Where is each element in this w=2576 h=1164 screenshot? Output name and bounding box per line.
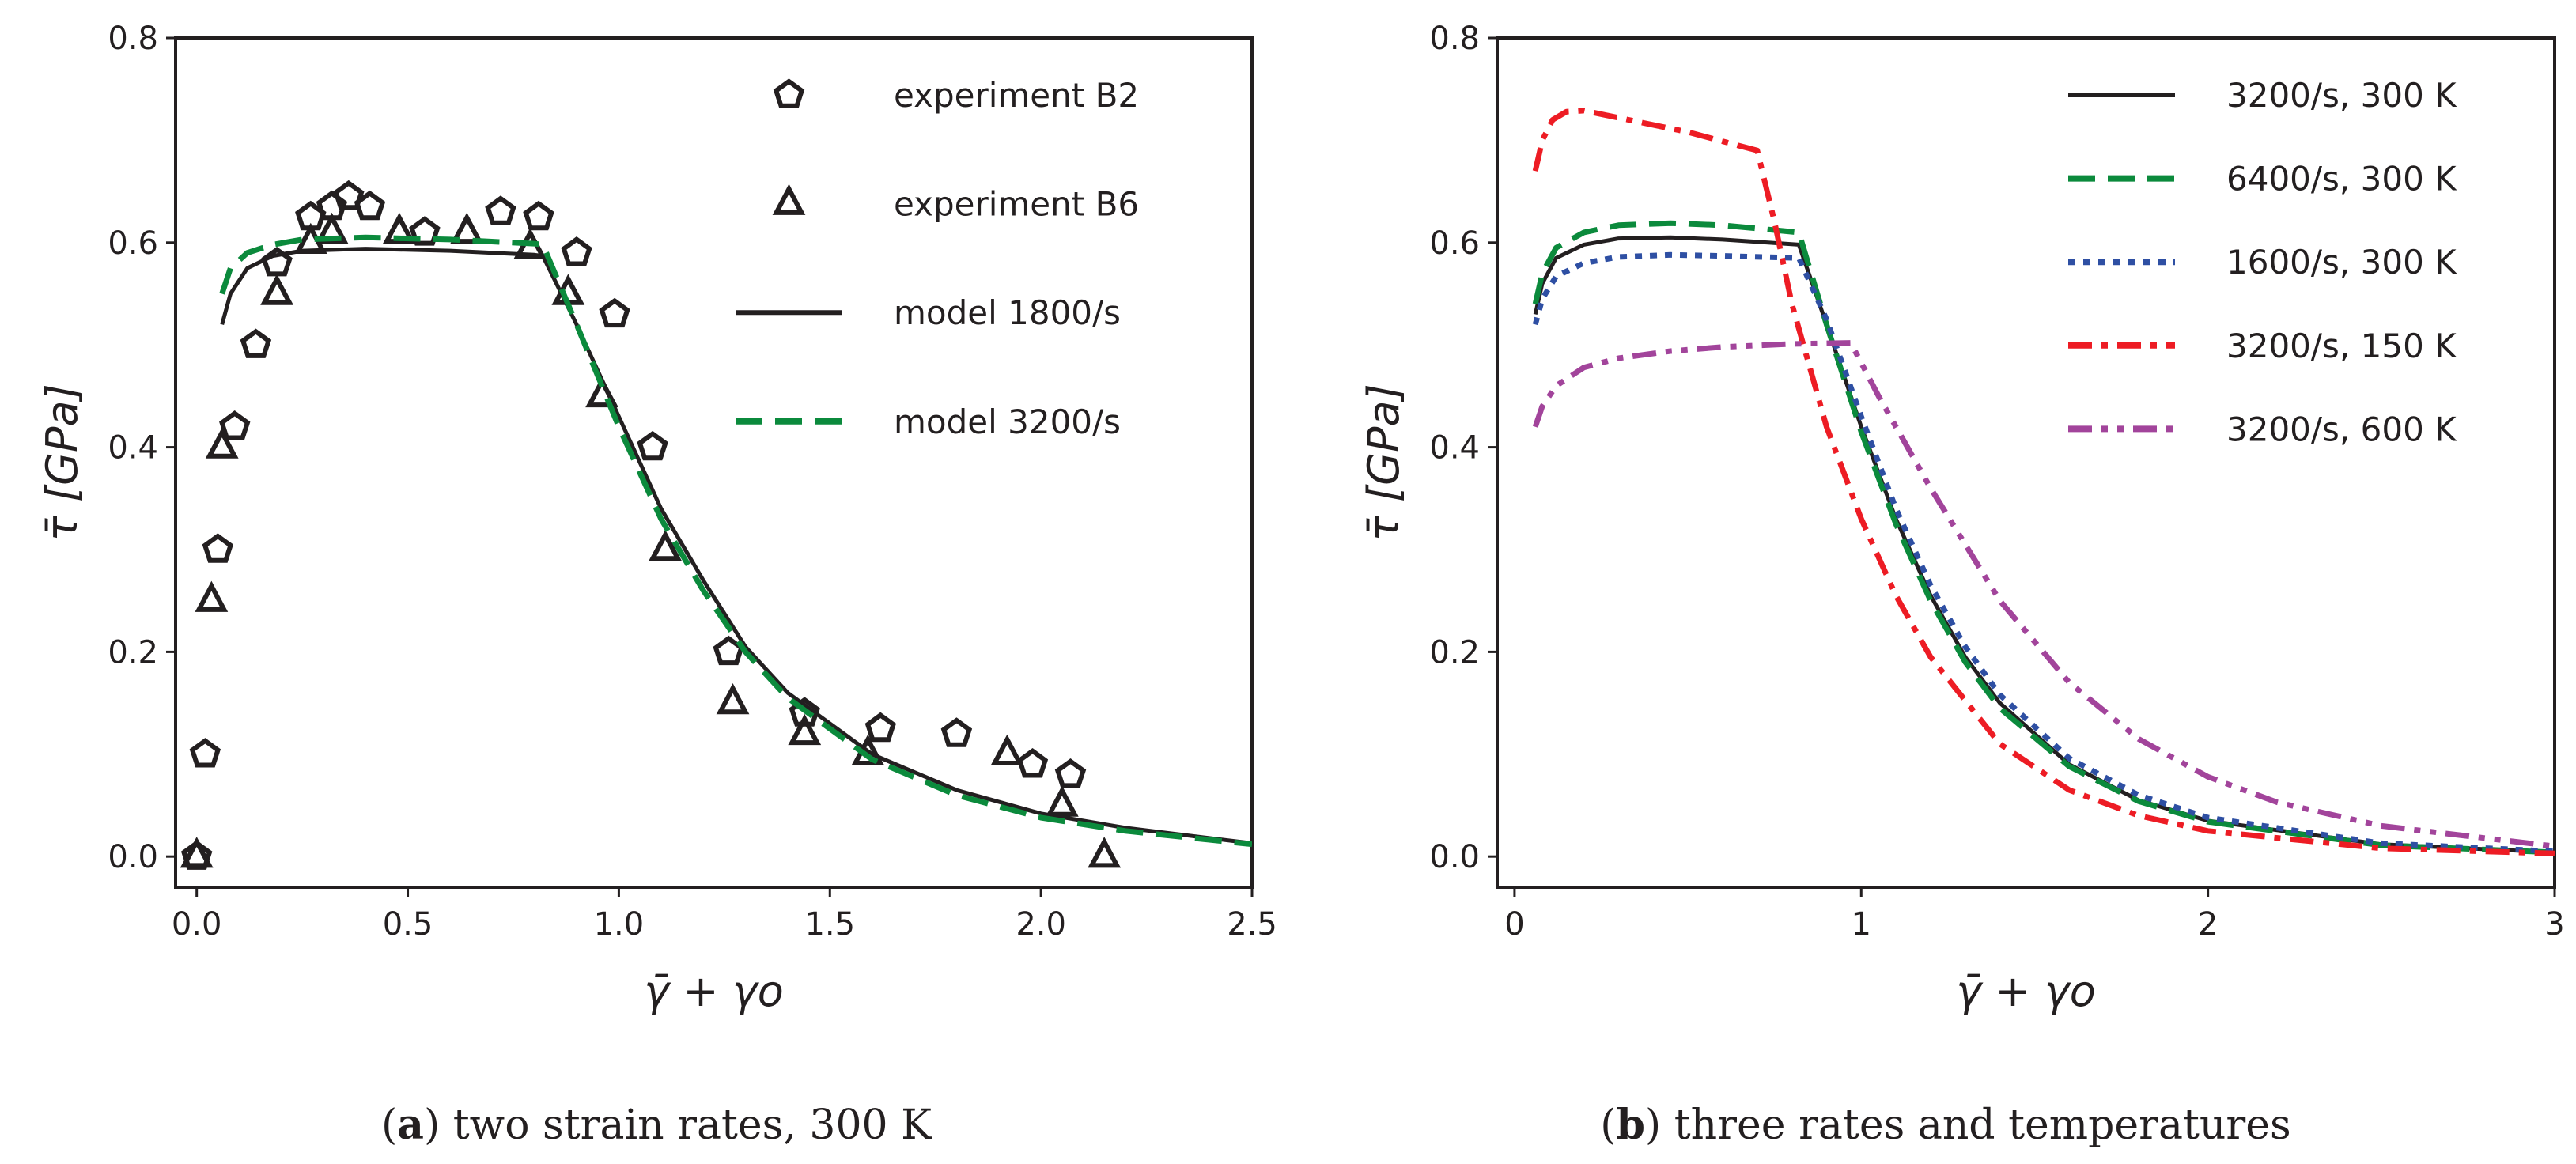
- data-point-pentagon: [940, 717, 973, 747]
- caption-text: two strain rates, 300 K: [453, 1102, 932, 1149]
- panel-b: 0 1 2 3 0.0 0.2 0.4 0.6 0.8 γ̄ + γo τ̄ [GPa] (b) th…: [1359, 21, 2565, 1149]
- series-line: [1532, 340, 2555, 849]
- y-tick-label: 0.6: [1429, 225, 1480, 262]
- data-point-pentagon: [561, 236, 592, 266]
- data-point-triangle: [195, 580, 229, 612]
- legend-marker-triangle: [772, 183, 806, 215]
- caption-paren: (: [381, 1102, 397, 1149]
- legend-label: 1600/s, 300 K: [2226, 243, 2457, 282]
- data-point-triangle: [788, 713, 822, 746]
- caption-paren: ): [424, 1102, 453, 1149]
- y-tick-label: 0.4: [1429, 430, 1480, 467]
- data-point-triangle: [1045, 785, 1079, 817]
- series-line: [1532, 220, 2555, 856]
- data-point-pentagon: [1054, 758, 1087, 788]
- x-tick-label: 1.0: [594, 906, 645, 943]
- data-point-triangle: [649, 529, 683, 561]
- data-point-pentagon: [189, 738, 221, 768]
- legend-label: 3200/s, 600 K: [2226, 410, 2457, 448]
- x-tick-label: 2: [2198, 906, 2218, 943]
- data-point-pentagon: [354, 190, 386, 221]
- y-axis-label: τ̄ [GPa]: [37, 384, 87, 541]
- y-axis-label: τ̄ [GPa]: [1359, 384, 1409, 541]
- y-tick-label: 0.8: [1429, 21, 1480, 57]
- data-point-triangle: [180, 837, 214, 868]
- caption-letter: a: [397, 1101, 424, 1149]
- data-point-pentagon: [599, 297, 630, 328]
- legend-label: 6400/s, 300 K: [2226, 160, 2457, 198]
- y-tick-label: 0.0: [1429, 839, 1480, 875]
- caption-paren: (: [1600, 1102, 1616, 1149]
- figure-caption: (b) three rates and temperatures: [1600, 1101, 2290, 1149]
- plot-frame: [1496, 36, 2556, 889]
- data-point-triangle: [990, 734, 1024, 766]
- series-line: [219, 234, 1252, 848]
- x-tick-label: 0.0: [172, 906, 222, 943]
- data-point-triangle: [716, 682, 750, 715]
- x-tick-label: 2.5: [1227, 906, 1277, 943]
- data-point-triangle: [382, 212, 416, 244]
- y-tick-label: 0.0: [108, 839, 158, 875]
- x-tick-label: 1.5: [804, 906, 855, 943]
- x-tick-label: 3: [2544, 906, 2564, 943]
- series-line: [220, 247, 1252, 845]
- data-point-pentagon: [485, 195, 516, 225]
- data-point-triangle: [205, 427, 239, 459]
- caption-letter: b: [1617, 1101, 1645, 1149]
- legend-label: 3200/s, 300 K: [2226, 76, 2457, 115]
- x-axis-label: γ̄ + γo: [1956, 966, 2096, 1016]
- figure-caption: (a) two strain rates, 300 K: [381, 1101, 932, 1149]
- caption-text: three rates and temperatures: [1674, 1102, 2291, 1149]
- caption-paren: ): [1645, 1102, 1674, 1149]
- y-tick-label: 0.6: [108, 225, 158, 262]
- series-line: [1532, 251, 2555, 855]
- data-point-pentagon: [864, 712, 897, 743]
- data-point-pentagon: [333, 180, 365, 210]
- data-point-triangle: [450, 212, 484, 244]
- legend-label: 3200/s, 150 K: [2226, 327, 2457, 365]
- legend-label: model 3200/s: [894, 402, 1121, 441]
- x-axis-label: γ̄ + γo: [644, 966, 784, 1016]
- data-point-triangle: [260, 274, 293, 305]
- legend-marker-pentagon: [773, 78, 805, 108]
- plot-frame: [174, 36, 1254, 889]
- data-point-pentagon: [1016, 747, 1049, 778]
- x-tick-label: 1: [1852, 906, 1871, 943]
- data-point-pentagon: [409, 216, 441, 246]
- x-tick-label: 0.5: [383, 906, 433, 943]
- legend-label: model 1800/s: [894, 293, 1121, 332]
- plot-area: [180, 180, 1252, 870]
- y-tick-label: 0.2: [1429, 634, 1480, 671]
- data-point-pentagon: [637, 430, 668, 461]
- data-point-triangle: [1088, 837, 1122, 868]
- data-point-pentagon: [789, 697, 820, 727]
- data-point-pentagon: [202, 533, 234, 563]
- legend-label: experiment B2: [894, 76, 1139, 115]
- x-tick-label: 0: [1504, 906, 1524, 943]
- legend-label: experiment B6: [894, 185, 1139, 224]
- x-tick-label: 2.0: [1016, 906, 1066, 943]
- y-tick-label: 0.2: [108, 634, 158, 671]
- data-point-pentagon: [523, 200, 554, 231]
- plot-area: [1532, 108, 2555, 856]
- y-tick-label: 0.8: [108, 21, 158, 57]
- panel-a: 0.0 0.5 1.0 1.5 2.0 2.5 0.0 0.2 0.4 0.6 0.8 γ̄ + γo…: [37, 21, 1277, 1149]
- y-tick-label: 0.4: [108, 430, 158, 467]
- data-point-pentagon: [219, 410, 251, 440]
- data-point-pentagon: [240, 328, 272, 358]
